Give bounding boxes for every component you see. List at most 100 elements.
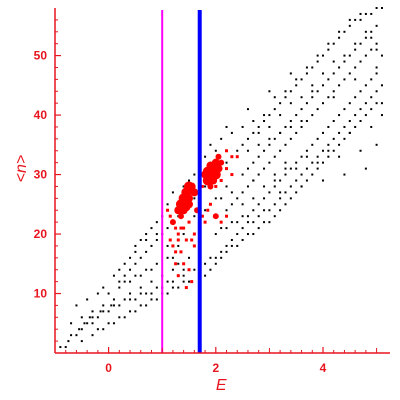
data-point	[112, 322, 115, 325]
data-point	[182, 185, 185, 188]
data-point	[204, 274, 207, 277]
data-point	[338, 30, 341, 33]
data-point	[252, 161, 255, 164]
data-point	[279, 131, 282, 134]
data-point	[370, 78, 373, 81]
data-point	[338, 155, 341, 158]
data-point	[316, 155, 319, 158]
data-point	[83, 322, 86, 325]
ticks: 10 20 30 40 50 0 2 4	[34, 19, 378, 375]
data-point	[204, 209, 207, 212]
data-point	[364, 84, 367, 87]
data-point	[364, 114, 367, 117]
data-point	[166, 292, 169, 295]
data-point	[230, 203, 233, 206]
data-point	[171, 256, 174, 259]
data-point	[322, 131, 324, 134]
data-point	[273, 155, 276, 158]
data-point	[300, 173, 303, 176]
data-point	[284, 191, 287, 194]
data-point	[214, 149, 217, 152]
data-point	[343, 108, 346, 111]
data-point	[273, 173, 276, 176]
data-point	[364, 167, 367, 170]
data-point	[268, 221, 271, 224]
data-point	[177, 286, 180, 289]
data-point	[118, 268, 121, 271]
data-point	[289, 137, 292, 140]
data-point	[273, 179, 276, 182]
data-point	[171, 286, 174, 289]
data-point	[380, 84, 383, 87]
data-point	[322, 54, 324, 57]
data-point	[80, 328, 83, 331]
data-point	[305, 66, 308, 69]
highlight-point	[168, 238, 172, 242]
data-point	[225, 185, 228, 188]
data-point	[246, 149, 249, 152]
data-point	[188, 256, 190, 259]
data-point	[322, 149, 324, 152]
data-point	[284, 90, 287, 93]
data-point	[129, 256, 132, 259]
data-point	[225, 244, 228, 247]
data-point	[316, 167, 319, 170]
data-point	[364, 36, 367, 39]
data-point	[359, 12, 362, 15]
data-point	[123, 262, 126, 265]
data-point	[327, 96, 330, 99]
data-point	[375, 102, 378, 105]
highlight-point	[207, 183, 214, 190]
highlight-point	[179, 226, 183, 230]
data-point	[171, 268, 174, 271]
data-point	[311, 84, 314, 87]
data-point	[193, 215, 196, 218]
highlight-point	[169, 219, 176, 226]
data-point	[193, 268, 196, 271]
data-point	[322, 72, 324, 75]
highlight-point	[230, 173, 234, 177]
data-point	[155, 298, 158, 301]
highlight-point	[190, 188, 199, 197]
data-point	[354, 78, 357, 81]
data-point	[86, 298, 89, 301]
data-point	[295, 179, 298, 182]
data-point	[236, 149, 239, 152]
data-point	[295, 78, 298, 81]
data-point	[327, 149, 330, 152]
data-point	[305, 155, 308, 158]
data-point	[96, 292, 99, 295]
data-point	[316, 54, 319, 57]
data-point	[273, 203, 276, 206]
data-point	[118, 286, 121, 289]
data-point	[289, 197, 292, 200]
data-point	[145, 304, 148, 307]
highlight-point	[174, 262, 178, 266]
data-point	[193, 173, 196, 176]
highlight-point	[192, 244, 196, 248]
data-point	[305, 120, 308, 123]
data-point	[284, 143, 287, 146]
data-point	[230, 221, 233, 224]
data-point	[225, 227, 228, 230]
data-point	[246, 221, 249, 224]
data-point	[129, 310, 132, 313]
data-point	[316, 90, 319, 93]
data-point	[91, 310, 94, 313]
data-point	[343, 137, 346, 140]
data-point	[279, 197, 282, 200]
y-tick-label: 20	[34, 227, 48, 241]
data-point	[279, 179, 282, 182]
data-point	[220, 197, 223, 200]
data-point	[177, 262, 180, 265]
data-point	[236, 233, 239, 236]
highlight-point	[225, 149, 229, 153]
data-point	[182, 274, 185, 277]
data-point	[246, 108, 249, 111]
data-point	[289, 90, 292, 93]
data-point	[80, 340, 83, 343]
highlight-point	[225, 214, 229, 218]
data-point	[230, 238, 233, 241]
highlight-point	[190, 280, 194, 284]
data-point	[145, 268, 148, 271]
